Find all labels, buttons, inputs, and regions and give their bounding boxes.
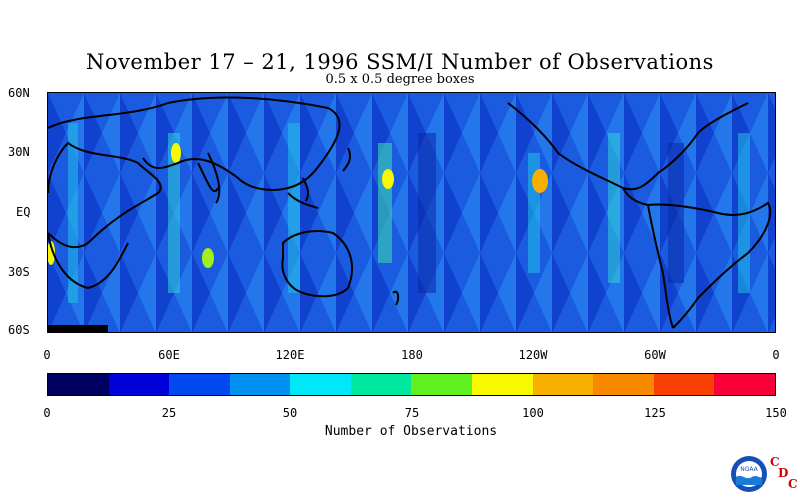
noaa-logo-text: NOAA xyxy=(740,466,758,473)
lon-label-60w: 60W xyxy=(644,348,666,362)
lon-label-60e: 60E xyxy=(158,348,180,362)
colorbar-title: Number of Observations xyxy=(324,424,498,439)
lat-label-30s: 30S xyxy=(8,265,30,279)
australia-coastline xyxy=(281,230,353,298)
colorbar-swatch-9 xyxy=(593,374,654,395)
colorbar-swatch-0 xyxy=(48,374,109,395)
colorbar-tick-100: 100 xyxy=(522,406,544,420)
cdc-letter-c2: C xyxy=(788,477,798,491)
colorbar-tick-125: 125 xyxy=(644,406,666,420)
cdc-letter-d: D xyxy=(778,466,789,480)
colorbar-swatch-4 xyxy=(290,374,351,395)
eurasia-coastline xyxy=(48,96,341,191)
colorbar-swatch-5 xyxy=(350,374,412,395)
colorbar-swatch-3 xyxy=(229,374,291,395)
colorbar-tick-75: 75 xyxy=(404,406,420,420)
colorbar-swatch-1 xyxy=(108,374,170,395)
map-panel xyxy=(47,92,776,333)
colorbar-swatch-7 xyxy=(472,374,533,395)
colorbar-swatch-8 xyxy=(532,374,594,395)
lat-label-60s: 60S xyxy=(8,323,30,337)
cdc-letter-c1: C xyxy=(770,455,780,469)
africa-coastline xyxy=(48,141,162,249)
colorbar xyxy=(47,373,776,396)
colorbar-swatch-11 xyxy=(714,374,775,395)
map-title: November 17 – 21, 1996 SSM/I Number of O… xyxy=(86,50,714,74)
noaa-logo-icon: NOAA xyxy=(731,456,767,492)
colorbar-swatch-10 xyxy=(653,374,715,395)
antarctica-edge xyxy=(48,325,108,332)
south-america-coastline xyxy=(647,201,772,329)
colorbar-tick-25: 25 xyxy=(161,406,177,420)
colorbar-tick-0: 0 xyxy=(43,406,51,420)
lon-label-120w: 120W xyxy=(518,348,548,362)
lon-label-0-end: 0 xyxy=(772,348,780,362)
lon-label-180: 180 xyxy=(401,348,423,362)
coastlines xyxy=(48,96,772,329)
north-america-coastline xyxy=(507,102,749,191)
lat-label-30n: 30N xyxy=(8,145,30,159)
colorbar-tick-50: 50 xyxy=(282,406,298,420)
lon-label-120e: 120E xyxy=(275,348,305,362)
lon-label-0: 0 xyxy=(43,348,51,362)
lat-label-eq: EQ xyxy=(16,205,31,219)
swath-bands xyxy=(68,123,750,303)
lat-label-60n: 60N xyxy=(8,86,30,100)
map-subtitle: 0.5 x 0.5 degree boxes xyxy=(325,72,475,87)
observation-map xyxy=(48,93,775,332)
colorbar-swatch-2 xyxy=(169,374,230,395)
colorbar-swatch-6 xyxy=(411,374,473,395)
high-count-spots xyxy=(48,143,548,268)
colorbar-tick-150: 150 xyxy=(765,406,787,420)
